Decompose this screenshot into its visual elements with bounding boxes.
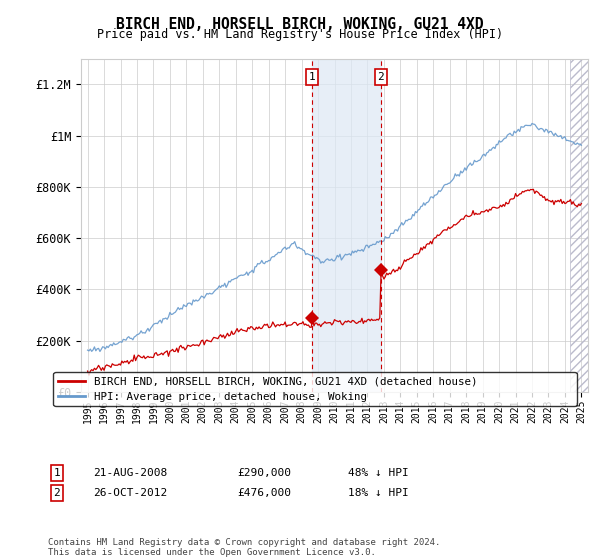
Text: 2: 2 bbox=[53, 488, 61, 498]
Text: £476,000: £476,000 bbox=[237, 488, 291, 498]
Text: 2: 2 bbox=[377, 72, 384, 82]
Text: 1: 1 bbox=[53, 468, 61, 478]
Text: £290,000: £290,000 bbox=[237, 468, 291, 478]
Text: Price paid vs. HM Land Registry's House Price Index (HPI): Price paid vs. HM Land Registry's House … bbox=[97, 28, 503, 41]
Text: 21-AUG-2008: 21-AUG-2008 bbox=[93, 468, 167, 478]
Legend: BIRCH END, HORSELL BIRCH, WOKING, GU21 4XD (detached house), HPI: Average price,: BIRCH END, HORSELL BIRCH, WOKING, GU21 4… bbox=[53, 372, 577, 407]
Text: 1: 1 bbox=[309, 72, 316, 82]
Text: BIRCH END, HORSELL BIRCH, WOKING, GU21 4XD: BIRCH END, HORSELL BIRCH, WOKING, GU21 4… bbox=[116, 17, 484, 32]
Text: 48% ↓ HPI: 48% ↓ HPI bbox=[348, 468, 409, 478]
Text: 26-OCT-2012: 26-OCT-2012 bbox=[93, 488, 167, 498]
Text: 18% ↓ HPI: 18% ↓ HPI bbox=[348, 488, 409, 498]
Text: Contains HM Land Registry data © Crown copyright and database right 2024.
This d: Contains HM Land Registry data © Crown c… bbox=[48, 538, 440, 557]
